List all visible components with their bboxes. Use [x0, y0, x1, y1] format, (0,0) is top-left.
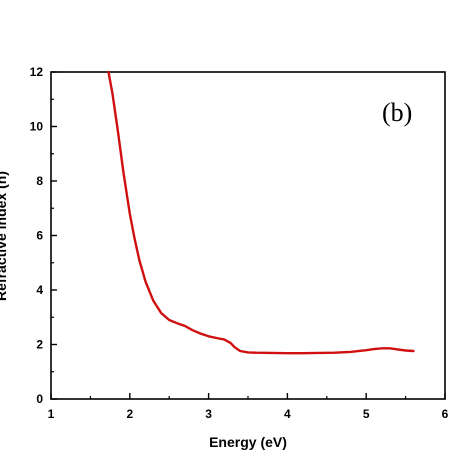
y-tick-label: 10	[30, 120, 44, 134]
y-tick-label: 4	[36, 283, 43, 297]
y-tick-label: 6	[36, 229, 43, 243]
x-tick-label: 1	[48, 407, 55, 421]
x-tick-label: 6	[442, 407, 449, 421]
y-axis-ticks: 0 2 4 6 8 10 12	[30, 65, 57, 406]
x-axis-ticks: 1 2 3 4 5 6	[48, 393, 449, 421]
panel-label: (b)	[382, 98, 412, 127]
y-tick-label: 2	[36, 338, 43, 352]
y-tick-label: 12	[30, 65, 44, 79]
x-tick-label: 3	[205, 407, 212, 421]
x-tick-label: 4	[284, 407, 291, 421]
y-tick-label: 8	[36, 174, 43, 188]
x-tick-label: 2	[126, 407, 133, 421]
x-tick-label: 5	[363, 407, 370, 421]
y-axis-title: Refractive index (n)	[0, 171, 9, 301]
refractive-index-line	[107, 70, 415, 355]
x-axis-title: Energy (eV)	[209, 434, 287, 450]
y-tick-label: 0	[36, 392, 43, 406]
